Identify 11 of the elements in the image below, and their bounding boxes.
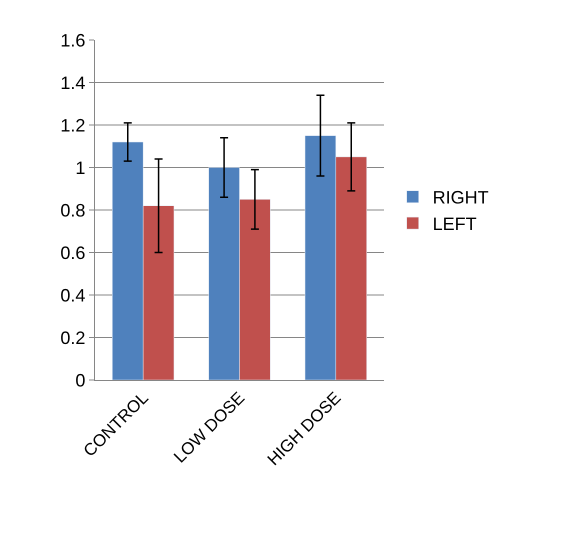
legend-label: LEFT: [432, 214, 477, 234]
y-tick-label: 0.4: [60, 285, 86, 306]
y-tick-label: 1.4: [60, 72, 86, 93]
y-tick-label: 0.6: [60, 242, 86, 263]
y-tick-label: 1.6: [60, 30, 86, 50]
y-tick-label: 0.8: [60, 200, 86, 220]
legend-label: RIGHT: [432, 188, 489, 208]
y-tick-label: 1.2: [60, 115, 86, 136]
y-tick-label: 0.2: [60, 328, 86, 348]
y-tick-label: 0: [75, 370, 86, 390]
y-tick-label: 1: [75, 158, 86, 178]
